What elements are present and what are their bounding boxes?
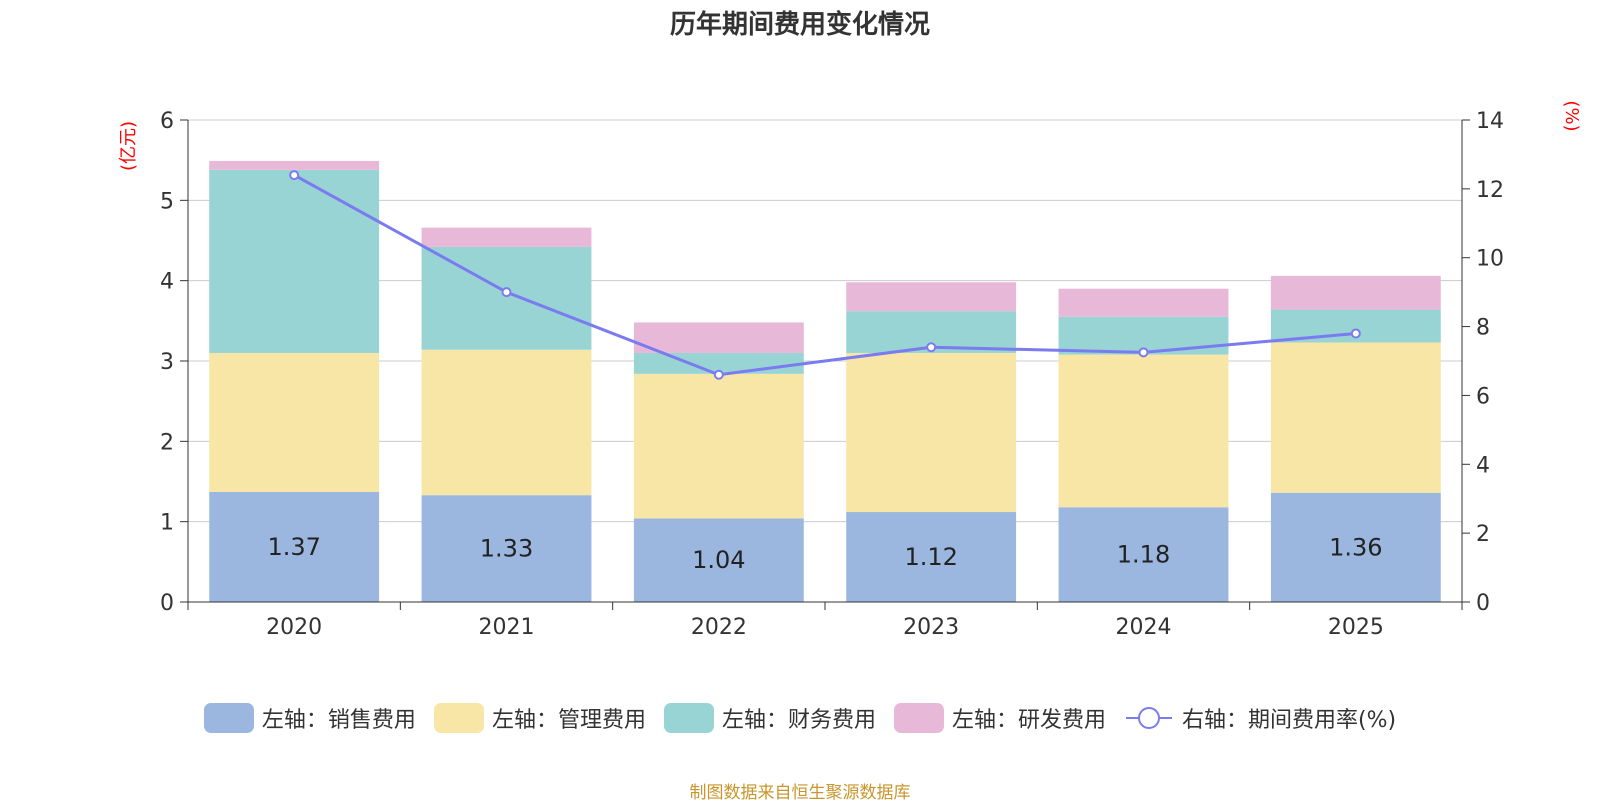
rate-line <box>289 170 1361 380</box>
source-note: 制图数据来自恒生聚源数据库 <box>689 783 911 803</box>
right-axis-tick-label: 4 <box>1476 453 1490 478</box>
right-axis-unit-label: (%) <box>1561 100 1582 131</box>
bar-segment[interactable] <box>846 512 1017 602</box>
left-axis-tick-label: 2 <box>160 430 174 455</box>
right-axis-tick-label: 2 <box>1476 522 1490 547</box>
right-axis-tick-label: 12 <box>1476 178 1504 203</box>
bar-segment[interactable] <box>209 491 380 602</box>
legend-item[interactable]: 左轴：财务费用 <box>663 702 876 734</box>
legend-swatch <box>893 703 944 733</box>
x-axis-category-label: 2020 <box>266 615 322 640</box>
right-axis-tick-label: 0 <box>1476 591 1490 616</box>
legend-swatch <box>203 703 254 733</box>
left-axis-unit-label: (亿元) <box>118 121 139 171</box>
rate-line-point[interactable] <box>1350 328 1361 339</box>
chart-title: 历年期间费用变化情况 <box>669 10 930 40</box>
rate-line-point[interactable] <box>713 369 724 380</box>
right-axis-tick-label: 6 <box>1476 384 1490 409</box>
legend-item[interactable]: 右轴：期间费用率(%) <box>1124 702 1396 734</box>
bar-segment[interactable] <box>209 160 380 170</box>
bar-value-label: 1.12 <box>904 543 957 571</box>
left-axis-tick-label: 4 <box>160 270 174 295</box>
rate-line-point[interactable] <box>501 287 512 298</box>
bar-segment[interactable] <box>633 518 804 602</box>
bar-segment[interactable] <box>209 169 380 353</box>
bar-segment[interactable] <box>633 322 804 353</box>
bar-value-label: 1.04 <box>692 546 745 574</box>
legend: 左轴：销售费用 左轴：管理费用 左轴：财务费用 左轴：研发费用 右轴：期间费用率(%) <box>0 702 1600 734</box>
x-axis-category-label: 2024 <box>1116 615 1172 640</box>
left-axis-tick-label: 5 <box>160 189 174 214</box>
bar-segment[interactable] <box>421 349 592 496</box>
bar-segment[interactable] <box>633 373 804 519</box>
bar-segment[interactable] <box>846 352 1017 513</box>
bar-segment[interactable] <box>1058 354 1229 508</box>
left-axis-tick-label: 6 <box>160 109 174 134</box>
rate-line-point[interactable] <box>926 342 937 353</box>
bar-value-label: 1.18 <box>1117 541 1170 569</box>
legend-label: 左轴：财务费用 <box>721 708 876 733</box>
left-axis-tick-label: 1 <box>160 511 174 536</box>
legend-label: 左轴：销售费用 <box>261 708 416 733</box>
x-axis-category-label: 2023 <box>903 615 959 640</box>
bar-segment[interactable] <box>209 352 380 492</box>
bar-segment[interactable] <box>1058 507 1229 602</box>
bar-segment[interactable] <box>421 227 592 247</box>
legend-label: 左轴：研发费用 <box>951 708 1106 733</box>
x-axis-category-label: 2022 <box>691 615 747 640</box>
bar-value-label: 1.37 <box>267 533 320 561</box>
right-axis-tick-label: 10 <box>1476 247 1504 272</box>
legend-swatch <box>663 703 714 733</box>
legend-swatch <box>433 703 484 733</box>
bar-segment[interactable] <box>1270 492 1441 602</box>
x-axis-category-label: 2021 <box>479 615 535 640</box>
rate-line-point[interactable] <box>1138 347 1149 358</box>
rate-line-path <box>293 173 1356 377</box>
left-axis-tick-label: 3 <box>160 350 174 375</box>
legend-line-swatch <box>1125 707 1172 729</box>
bar-segment[interactable] <box>846 282 1017 312</box>
bar-segment[interactable] <box>421 495 592 602</box>
legend-label: 左轴：管理费用 <box>491 708 646 733</box>
bars <box>209 160 1441 602</box>
bar-segment[interactable] <box>1270 275 1441 310</box>
legend-label: 右轴：期间费用率(%) <box>1181 708 1397 733</box>
right-axis-tick-label: 14 <box>1476 109 1504 134</box>
legend-line-marker <box>1137 707 1160 729</box>
legend-item[interactable]: 左轴：销售费用 <box>203 702 416 734</box>
left-axis-tick-label: 0 <box>160 591 174 616</box>
legend-item[interactable]: 左轴：研发费用 <box>893 702 1106 734</box>
bar-value-label: 1.36 <box>1329 533 1382 561</box>
bar-segment[interactable] <box>1270 342 1441 493</box>
bar-value-label: 1.33 <box>480 535 533 563</box>
bar-segment[interactable] <box>1058 288 1229 317</box>
right-axis-tick-label: 8 <box>1476 316 1490 341</box>
rate-line-point[interactable] <box>289 170 300 181</box>
x-axis-category-label: 2025 <box>1328 615 1384 640</box>
data-labels: 1.37 1.33 1.04 1.12 1.18 1.36 <box>267 533 1382 574</box>
bar-segment[interactable] <box>421 246 592 350</box>
legend-item[interactable]: 左轴：管理费用 <box>433 702 646 734</box>
